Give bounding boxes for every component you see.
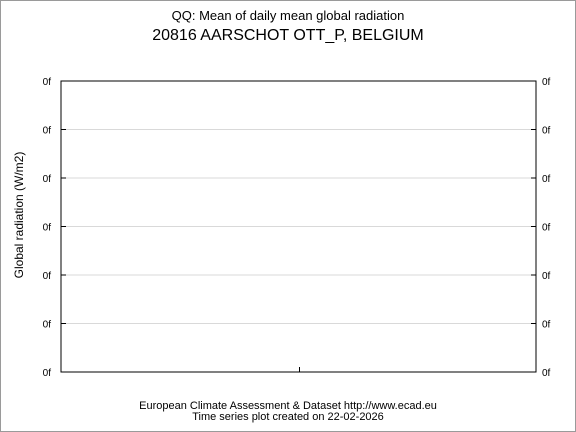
y-tick-label-left: 0f [43,223,52,234]
y-tick-label-right: 0f [542,77,551,88]
footer-created: Time series plot created on 22-02-2026 [192,411,384,423]
y-tick-label-left: 0f [43,271,52,282]
y-tick-label-left: 0f [43,126,52,137]
chart-subtitle: 20816 AARSCHOT OTT_P, BELGIUM [152,27,424,44]
y-tick-label-left: 0f [43,368,52,379]
y-tick-label-right: 0f [542,174,551,185]
y-tick-label-left: 0f [43,320,52,331]
footer-source: European Climate Assessment & Dataset ht… [139,400,437,412]
chart-title: QQ: Mean of daily mean global radiation [171,8,405,23]
y-tick-label-right: 0f [542,368,551,379]
y-tick-label-right: 0f [542,126,551,137]
y-tick-label-right: 0f [542,223,551,234]
y-tick-label-left: 0f [43,174,52,185]
y-tick-label-left: 0f [43,77,52,88]
y-tick-label-right: 0f [542,271,551,282]
y-tick-label-right: 0f [542,320,551,331]
